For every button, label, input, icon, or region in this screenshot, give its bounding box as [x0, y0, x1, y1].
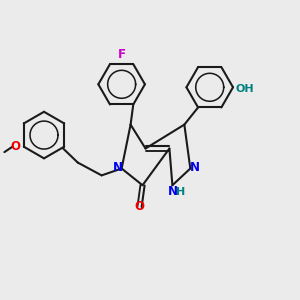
- Text: H: H: [176, 187, 185, 197]
- Text: OH: OH: [235, 84, 254, 94]
- Text: O: O: [11, 140, 20, 153]
- Text: F: F: [118, 48, 126, 61]
- Text: N: N: [112, 161, 122, 174]
- Text: N: N: [167, 185, 177, 198]
- Text: O: O: [134, 200, 145, 213]
- Text: N: N: [190, 161, 200, 174]
